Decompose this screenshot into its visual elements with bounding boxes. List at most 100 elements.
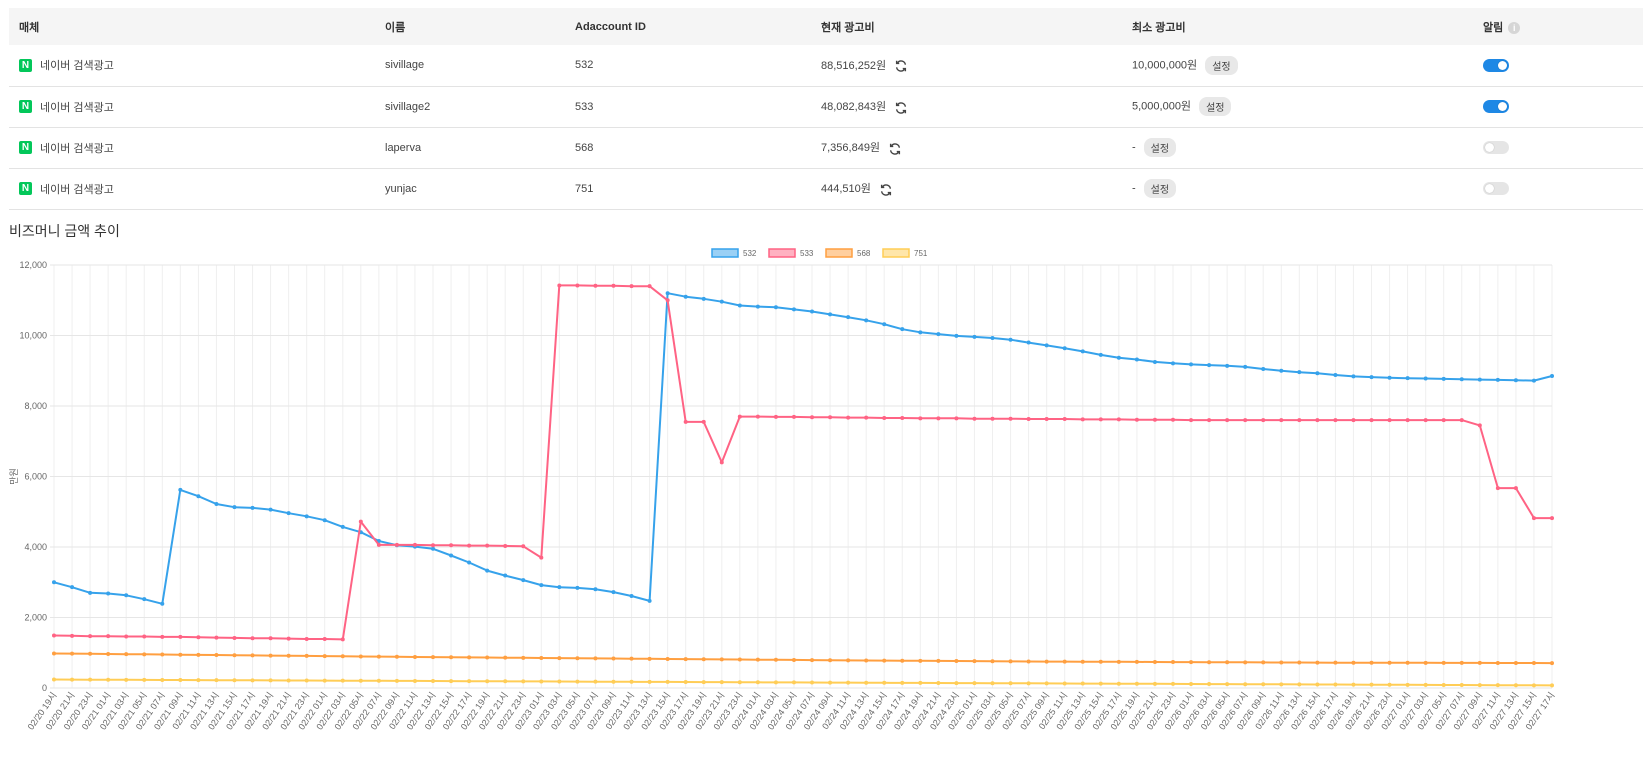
data-point-568 — [1261, 660, 1266, 665]
alert-toggle[interactable] — [1483, 100, 1509, 113]
data-point-568 — [322, 654, 327, 659]
data-point-532 — [431, 546, 436, 551]
data-point-532 — [629, 593, 634, 598]
data-point-568 — [1080, 659, 1085, 664]
data-point-751 — [1423, 682, 1428, 687]
data-point-533 — [1008, 416, 1013, 421]
data-point-533 — [376, 542, 381, 547]
data-point-533 — [160, 634, 165, 639]
data-point-533 — [701, 419, 706, 424]
data-point-532 — [755, 304, 760, 309]
data-point-533 — [1351, 418, 1356, 423]
data-point-533 — [1495, 486, 1500, 491]
data-point-568 — [304, 653, 309, 658]
set-button[interactable]: 설정 — [1143, 179, 1177, 198]
toggle-knob — [1498, 60, 1507, 70]
refresh-icon[interactable] — [894, 101, 908, 115]
data-point-751 — [828, 680, 833, 685]
data-point-533 — [737, 414, 742, 419]
section-title: 비즈머니 금액 추이 — [9, 223, 120, 239]
alert-toggle[interactable] — [1483, 141, 1509, 154]
alert-toggle[interactable] — [1483, 58, 1509, 72]
info-icon[interactable]: i — [1508, 21, 1521, 34]
naver-logo-icon: N — [19, 100, 32, 113]
data-point-568 — [1044, 659, 1049, 664]
data-point-751 — [250, 678, 255, 683]
data-point-533 — [412, 542, 417, 547]
data-point-532 — [791, 307, 796, 312]
current-cost-value: 88,516,252원 — [821, 60, 887, 73]
min-cost-value: - — [1132, 141, 1136, 154]
alert-toggle[interactable] — [1483, 182, 1509, 195]
data-point-568 — [1495, 660, 1500, 665]
y-tick-label: 2,000 — [24, 613, 47, 623]
data-point-532 — [900, 327, 905, 332]
data-point-751 — [810, 680, 815, 685]
data-point-751 — [467, 679, 472, 684]
set-button[interactable]: 설정 — [1199, 97, 1232, 116]
data-point-568 — [160, 652, 165, 657]
data-point-751 — [394, 678, 399, 683]
data-point-533 — [1026, 417, 1031, 422]
data-point-533 — [106, 634, 111, 639]
data-point-751 — [88, 677, 93, 682]
data-point-568 — [665, 656, 670, 661]
data-point-568 — [683, 657, 688, 662]
data-point-533 — [647, 284, 652, 289]
data-point-751 — [990, 681, 995, 686]
refresh-icon[interactable] — [879, 183, 893, 197]
data-point-532 — [1116, 355, 1121, 360]
data-point-532 — [1550, 374, 1554, 379]
y-axis-label: 만원 — [9, 468, 19, 485]
header-current-cost: 현재 광고비 — [821, 21, 875, 34]
data-point-568 — [106, 651, 111, 656]
data-point-533 — [394, 542, 399, 547]
data-point-751 — [376, 678, 381, 683]
data-point-532 — [70, 585, 75, 590]
refresh-icon[interactable] — [888, 142, 902, 156]
data-point-533 — [936, 416, 941, 421]
set-button[interactable]: 설정 — [1143, 138, 1177, 157]
legend-swatch-533 — [768, 248, 796, 258]
table-row: N 네이버 검색광고 yunjac 751 444,510원 - 설정 — [9, 168, 1643, 209]
data-point-568 — [1369, 660, 1374, 665]
data-point-751 — [196, 678, 201, 683]
current-cost-value: 48,082,843원 — [821, 101, 887, 114]
alert-cell — [1473, 127, 1643, 168]
media-cell: N 네이버 검색광고 — [9, 86, 375, 127]
current-cost-cell: 7,356,849원 — [811, 127, 1122, 168]
data-point-532 — [124, 593, 129, 598]
data-point-568 — [810, 658, 815, 663]
toggle-knob — [1485, 184, 1494, 193]
min-cost-value: 5,000,000원 — [1132, 100, 1192, 113]
refresh-icon[interactable] — [894, 59, 908, 73]
data-point-568 — [1459, 660, 1464, 665]
data-point-568 — [52, 651, 56, 656]
header-adaccount-id: Adaccount ID — [575, 20, 646, 33]
set-button[interactable]: 설정 — [1205, 55, 1238, 75]
series-line-533 — [53, 284, 1552, 641]
data-point-532 — [322, 518, 327, 523]
data-point-533 — [900, 415, 905, 420]
current-cost-cell: 88,516,252원 — [811, 45, 1122, 86]
data-point-532 — [1170, 361, 1175, 366]
data-point-532 — [503, 573, 508, 578]
alert-cell — [1473, 168, 1643, 209]
data-point-751 — [485, 679, 490, 684]
header-media: 매체 — [19, 21, 40, 34]
data-point-533 — [178, 634, 183, 639]
data-point-532 — [196, 494, 201, 499]
data-point-751 — [1098, 681, 1103, 686]
data-point-751 — [1297, 682, 1302, 687]
data-point-568 — [412, 654, 417, 659]
toggle-knob — [1498, 102, 1507, 111]
data-point-751 — [1513, 683, 1518, 688]
data-point-533 — [268, 636, 273, 641]
data-point-532 — [178, 487, 183, 492]
data-point-751 — [882, 680, 887, 685]
data-point-533 — [954, 416, 959, 421]
data-point-751 — [1477, 683, 1482, 688]
data-point-568 — [142, 652, 147, 657]
toggle-knob — [1485, 143, 1494, 152]
data-point-532 — [1098, 352, 1103, 357]
